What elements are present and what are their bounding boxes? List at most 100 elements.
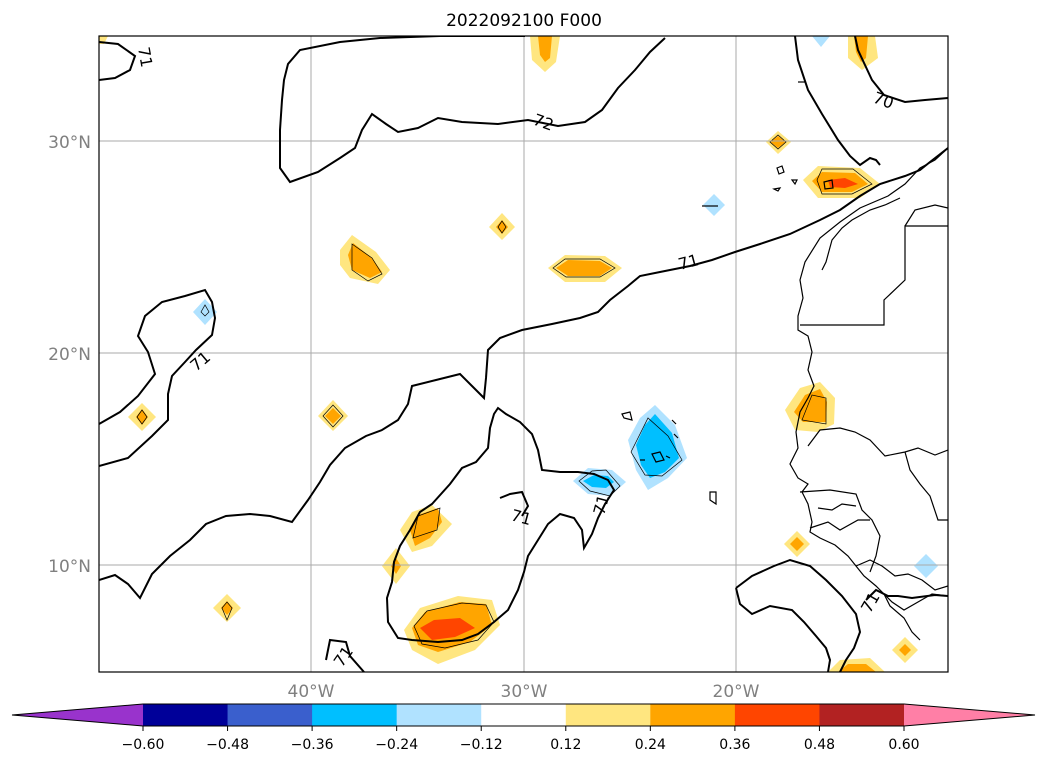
colorbar-tick-label: 0.36 <box>719 737 750 753</box>
anomaly-patch <box>794 389 827 422</box>
anomaly-patch <box>221 601 233 615</box>
colorbar-segment <box>481 704 567 726</box>
anomaly-outline <box>630 417 683 477</box>
anomaly-outline <box>136 409 148 425</box>
colorbar-tick-label: 0.12 <box>550 737 581 753</box>
island <box>823 179 834 190</box>
island <box>621 411 633 421</box>
anomaly-patch <box>838 664 876 672</box>
anomaly-patch <box>899 644 911 656</box>
anomaly-patch <box>812 36 830 47</box>
anomaly-patch <box>636 414 679 478</box>
colorbar-segment <box>650 704 736 726</box>
border <box>807 427 948 457</box>
colorbar-tick-label: −0.48 <box>206 737 249 753</box>
isoline <box>99 147 948 600</box>
lat-label-20n: 20°N <box>48 345 91 365</box>
lat-label-10n: 10°N <box>48 557 91 577</box>
colorbar-tick-label: −0.24 <box>375 737 418 753</box>
anomaly-patch <box>914 554 938 578</box>
isoline <box>794 36 881 167</box>
border <box>817 503 857 511</box>
colorbar-extend-low <box>12 704 143 726</box>
isoline <box>325 638 365 672</box>
isoline-label: 71 <box>590 492 614 517</box>
isoline-label: 71 <box>134 45 156 68</box>
lon-label-40w: 40°W <box>288 682 335 702</box>
anomaly-patch <box>538 36 552 62</box>
lon-label-20w: 20°W <box>713 682 760 702</box>
anomaly-outline <box>221 601 233 621</box>
colorbar-segment <box>143 704 229 726</box>
colorbar-tick-label: −0.60 <box>122 737 165 753</box>
island <box>776 165 785 175</box>
isoline-label: 71 <box>676 250 701 274</box>
border <box>855 559 948 591</box>
border <box>809 519 870 531</box>
anomaly-outline <box>351 243 383 282</box>
isoline <box>385 406 616 644</box>
anomaly-outline <box>497 220 507 234</box>
lat-label-30n: 30°N <box>48 133 91 153</box>
colorbar-tick-label: 0.60 <box>888 737 919 753</box>
anomaly-patch <box>790 537 804 551</box>
isoline <box>499 490 530 517</box>
anomaly-patch <box>325 408 341 424</box>
colorbar-ticks: −0.60 −0.48 −0.36 −0.24 −0.12 0.12 0.24 0.36 0.4… <box>122 726 920 753</box>
border <box>883 593 921 641</box>
colorbar-segment <box>565 704 651 726</box>
border <box>800 225 948 326</box>
isoline <box>99 41 137 81</box>
anomaly-patch <box>703 194 725 216</box>
colorbar-tick-label: 0.48 <box>804 737 835 753</box>
island <box>665 455 671 459</box>
anomaly-outline <box>412 507 441 539</box>
lon-label-30w: 30°W <box>501 682 548 702</box>
isoline-label: 71 <box>509 506 534 530</box>
isolines <box>99 36 948 672</box>
anomaly-patch <box>854 36 868 62</box>
colorbar-segment <box>819 704 905 726</box>
colorbar-segment <box>396 704 482 726</box>
figure-title: 2022092100 F000 <box>446 11 602 31</box>
anomaly-outline <box>769 134 787 150</box>
anomaly-patch <box>420 618 475 640</box>
anomaly-patch <box>193 299 217 325</box>
colorbar-extend-high <box>904 704 1035 726</box>
anomaly-fills <box>99 36 938 672</box>
border <box>904 451 948 521</box>
colorbar-tick-label: 0.24 <box>635 737 666 753</box>
isoline <box>735 587 832 672</box>
anomaly-patch <box>556 260 612 276</box>
coastlines <box>621 81 948 641</box>
anomaly-outline <box>322 404 344 428</box>
map-area: 71 72 70 71 71 71 71 71 71 <box>99 36 948 672</box>
anomaly-outline <box>816 168 873 195</box>
border <box>904 204 948 227</box>
anomaly-outline <box>578 469 621 497</box>
anomaly-patch <box>770 136 786 148</box>
isoline <box>279 36 666 184</box>
colorbar-segment <box>312 704 398 726</box>
isoline <box>735 558 862 672</box>
anomaly-outline <box>552 258 616 278</box>
island <box>790 179 798 186</box>
graticule <box>99 36 948 672</box>
isoline <box>854 36 948 104</box>
anomaly-outline <box>801 394 827 425</box>
island <box>673 433 679 439</box>
island <box>709 491 717 506</box>
colorbar <box>11 703 1036 727</box>
anomaly-patch <box>828 178 858 188</box>
colorbar-tick-label: −0.36 <box>291 737 334 753</box>
anomaly-patch <box>136 409 148 425</box>
border <box>799 489 881 573</box>
colorbar-tick-label: −0.12 <box>460 737 503 753</box>
isoline <box>865 588 948 601</box>
isoline <box>99 288 217 467</box>
coastline-africa <box>789 147 948 611</box>
map-frame <box>98 35 949 673</box>
colorbar-segment <box>734 704 820 726</box>
colorbar-segment <box>227 704 313 726</box>
